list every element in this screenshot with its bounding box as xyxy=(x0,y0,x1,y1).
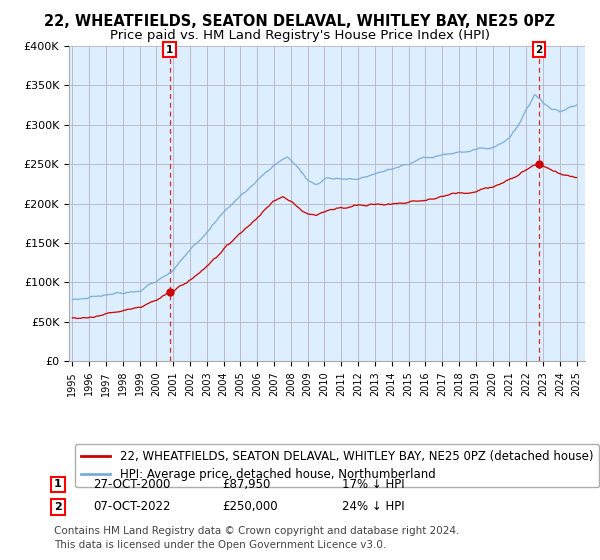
Text: £250,000: £250,000 xyxy=(222,500,278,514)
Text: 17% ↓ HPI: 17% ↓ HPI xyxy=(342,478,404,491)
Text: 07-OCT-2022: 07-OCT-2022 xyxy=(93,500,170,514)
Text: 1: 1 xyxy=(166,45,173,55)
Text: Price paid vs. HM Land Registry's House Price Index (HPI): Price paid vs. HM Land Registry's House … xyxy=(110,29,490,42)
Text: 22, WHEATFIELDS, SEATON DELAVAL, WHITLEY BAY, NE25 0PZ: 22, WHEATFIELDS, SEATON DELAVAL, WHITLEY… xyxy=(44,14,556,29)
Text: 27-OCT-2000: 27-OCT-2000 xyxy=(93,478,170,491)
Text: 2: 2 xyxy=(54,502,62,512)
Text: 24% ↓ HPI: 24% ↓ HPI xyxy=(342,500,404,514)
Text: Contains HM Land Registry data © Crown copyright and database right 2024.
This d: Contains HM Land Registry data © Crown c… xyxy=(54,526,460,550)
Text: 1: 1 xyxy=(54,479,62,489)
Text: £87,950: £87,950 xyxy=(222,478,271,491)
Text: 2: 2 xyxy=(535,45,543,55)
Legend: 22, WHEATFIELDS, SEATON DELAVAL, WHITLEY BAY, NE25 0PZ (detached house), HPI: Av: 22, WHEATFIELDS, SEATON DELAVAL, WHITLEY… xyxy=(75,444,599,487)
